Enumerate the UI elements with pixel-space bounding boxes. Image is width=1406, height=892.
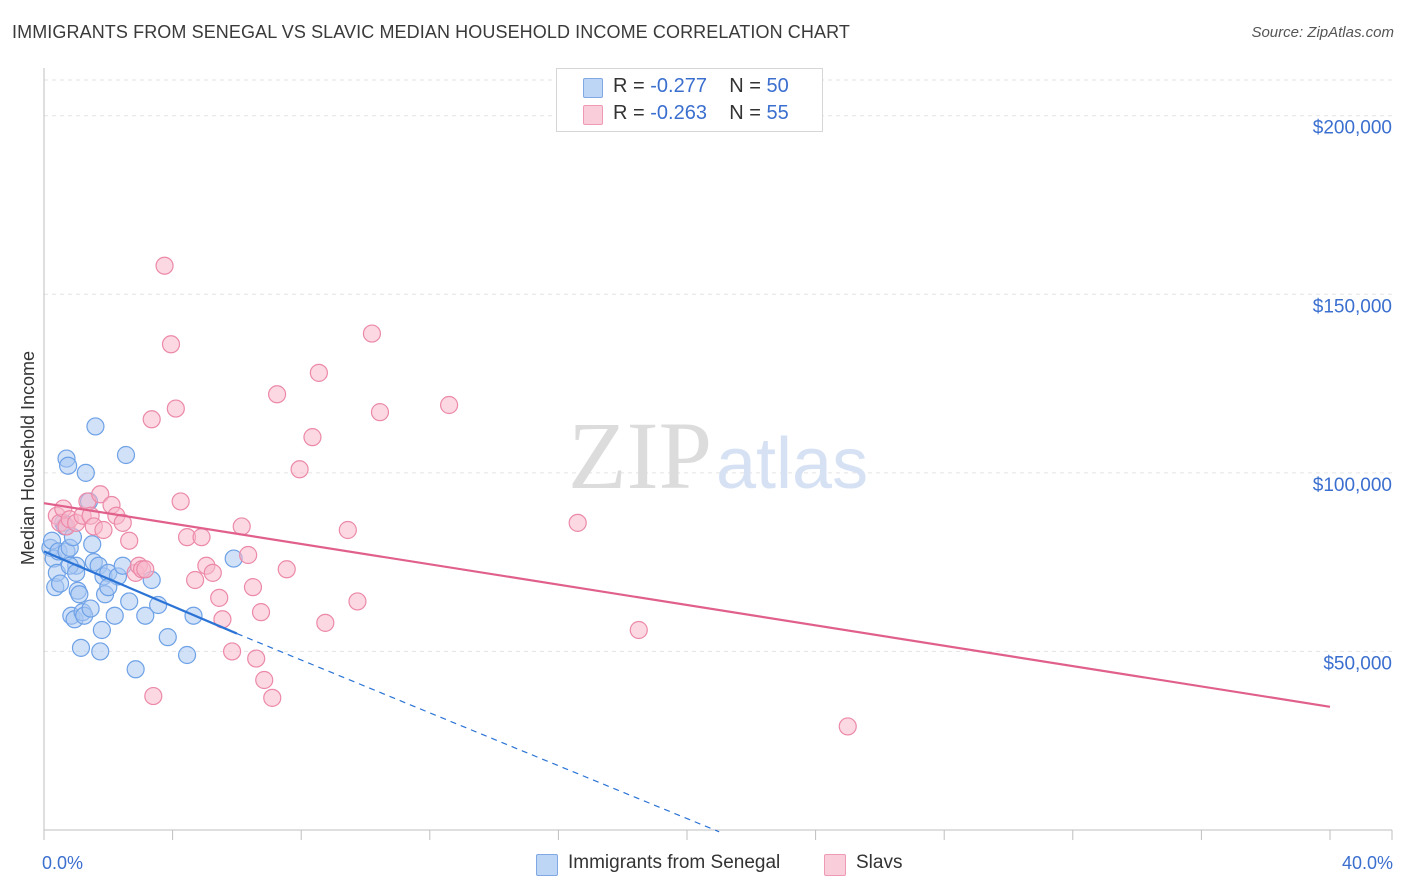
y-tick-label: $100,000 xyxy=(1313,475,1392,496)
data-point xyxy=(116,445,136,465)
data-point xyxy=(126,660,145,679)
data-point xyxy=(232,517,251,536)
data-point xyxy=(161,335,181,354)
bottom-legend-label-senegal: Immigrants from Senegal xyxy=(568,852,781,873)
data-point xyxy=(568,513,587,532)
watermark-atlas: atlas xyxy=(716,424,868,504)
axes xyxy=(43,68,1392,831)
data-point xyxy=(277,560,296,579)
x-ticks xyxy=(43,830,1393,840)
data-point xyxy=(210,588,229,607)
data-point xyxy=(86,417,105,436)
watermark: ZIP atlas xyxy=(568,402,868,509)
data-point xyxy=(81,599,100,618)
legend-swatch-slavs xyxy=(583,105,603,125)
trend-line-senegal xyxy=(43,550,238,635)
data-point xyxy=(59,456,78,475)
y-tick-label: $200,000 xyxy=(1313,118,1392,139)
bottom-legend-swatch-slavs xyxy=(824,854,846,876)
data-point xyxy=(290,460,309,479)
data-point xyxy=(192,528,211,547)
data-point xyxy=(171,492,190,511)
data-point xyxy=(186,570,205,590)
data-point xyxy=(92,620,111,640)
y-tick-label: $150,000 xyxy=(1313,296,1392,317)
data-point xyxy=(362,324,382,343)
data-point xyxy=(263,688,282,707)
y-tick-label: $50,000 xyxy=(1323,653,1392,674)
data-point xyxy=(136,560,155,579)
data-point xyxy=(105,606,124,625)
y-tick-labels: $50,000 $100,000 $150,000 $200,000 xyxy=(1313,118,1392,675)
data-point xyxy=(71,638,91,657)
legend-swatch-senegal xyxy=(583,78,603,98)
data-point xyxy=(155,256,174,275)
trend-line-senegal-extrapolated xyxy=(236,633,720,833)
data-point xyxy=(142,410,161,429)
y-axis-label: Median Household Income xyxy=(18,351,38,565)
data-point xyxy=(91,642,110,661)
correlation-legend: R = -0.277 N = 50 R = -0.263 N = 55 xyxy=(556,68,823,132)
data-point xyxy=(348,592,367,611)
data-point xyxy=(166,399,185,418)
data-point xyxy=(338,520,357,540)
data-point xyxy=(158,628,177,647)
data-point xyxy=(76,463,95,482)
data-point xyxy=(94,520,113,540)
data-point xyxy=(267,385,287,404)
data-point xyxy=(113,513,132,532)
series-senegal xyxy=(41,417,243,679)
data-point xyxy=(303,428,322,447)
data-point xyxy=(370,403,390,422)
trend-line-slavs xyxy=(43,502,1331,708)
legend-stats-slavs: R = -0.263 N = 55 xyxy=(613,102,789,124)
data-point xyxy=(203,563,222,582)
chart-title: IMMIGRANTS FROM SENEGAL VS SLAVIC MEDIAN… xyxy=(12,22,850,42)
data-point xyxy=(251,603,271,622)
data-point xyxy=(243,578,263,597)
legend-stats-senegal: R = -0.277 N = 50 xyxy=(613,75,789,97)
data-point xyxy=(255,670,274,690)
data-point xyxy=(439,395,459,415)
x-tick-label-min: 0.0% xyxy=(42,853,83,873)
bottom-legend-label-slavs: Slavs xyxy=(856,852,903,873)
data-point xyxy=(838,717,857,736)
data-point xyxy=(91,485,110,504)
data-point xyxy=(222,642,242,661)
data-point xyxy=(50,574,70,593)
data-point xyxy=(120,531,139,550)
data-point xyxy=(247,649,266,668)
data-point xyxy=(177,645,197,665)
bottom-legend-swatch-senegal xyxy=(536,854,558,876)
data-point xyxy=(629,620,648,640)
data-point xyxy=(70,585,89,604)
data-point xyxy=(120,592,139,611)
data-point xyxy=(83,535,102,554)
data-point xyxy=(239,545,258,565)
source-label: Source: ZipAtlas.com xyxy=(1251,24,1394,41)
watermark-zip: ZIP xyxy=(568,402,712,509)
data-point xyxy=(316,613,335,632)
x-tick-label-max: 40.0% xyxy=(1342,853,1393,873)
data-point xyxy=(136,606,155,625)
trend-layer xyxy=(43,502,1331,833)
grid-lines xyxy=(44,79,1392,652)
series-slavs xyxy=(47,256,857,736)
points-layer xyxy=(41,256,857,736)
data-point xyxy=(144,686,163,706)
data-point xyxy=(309,363,328,382)
